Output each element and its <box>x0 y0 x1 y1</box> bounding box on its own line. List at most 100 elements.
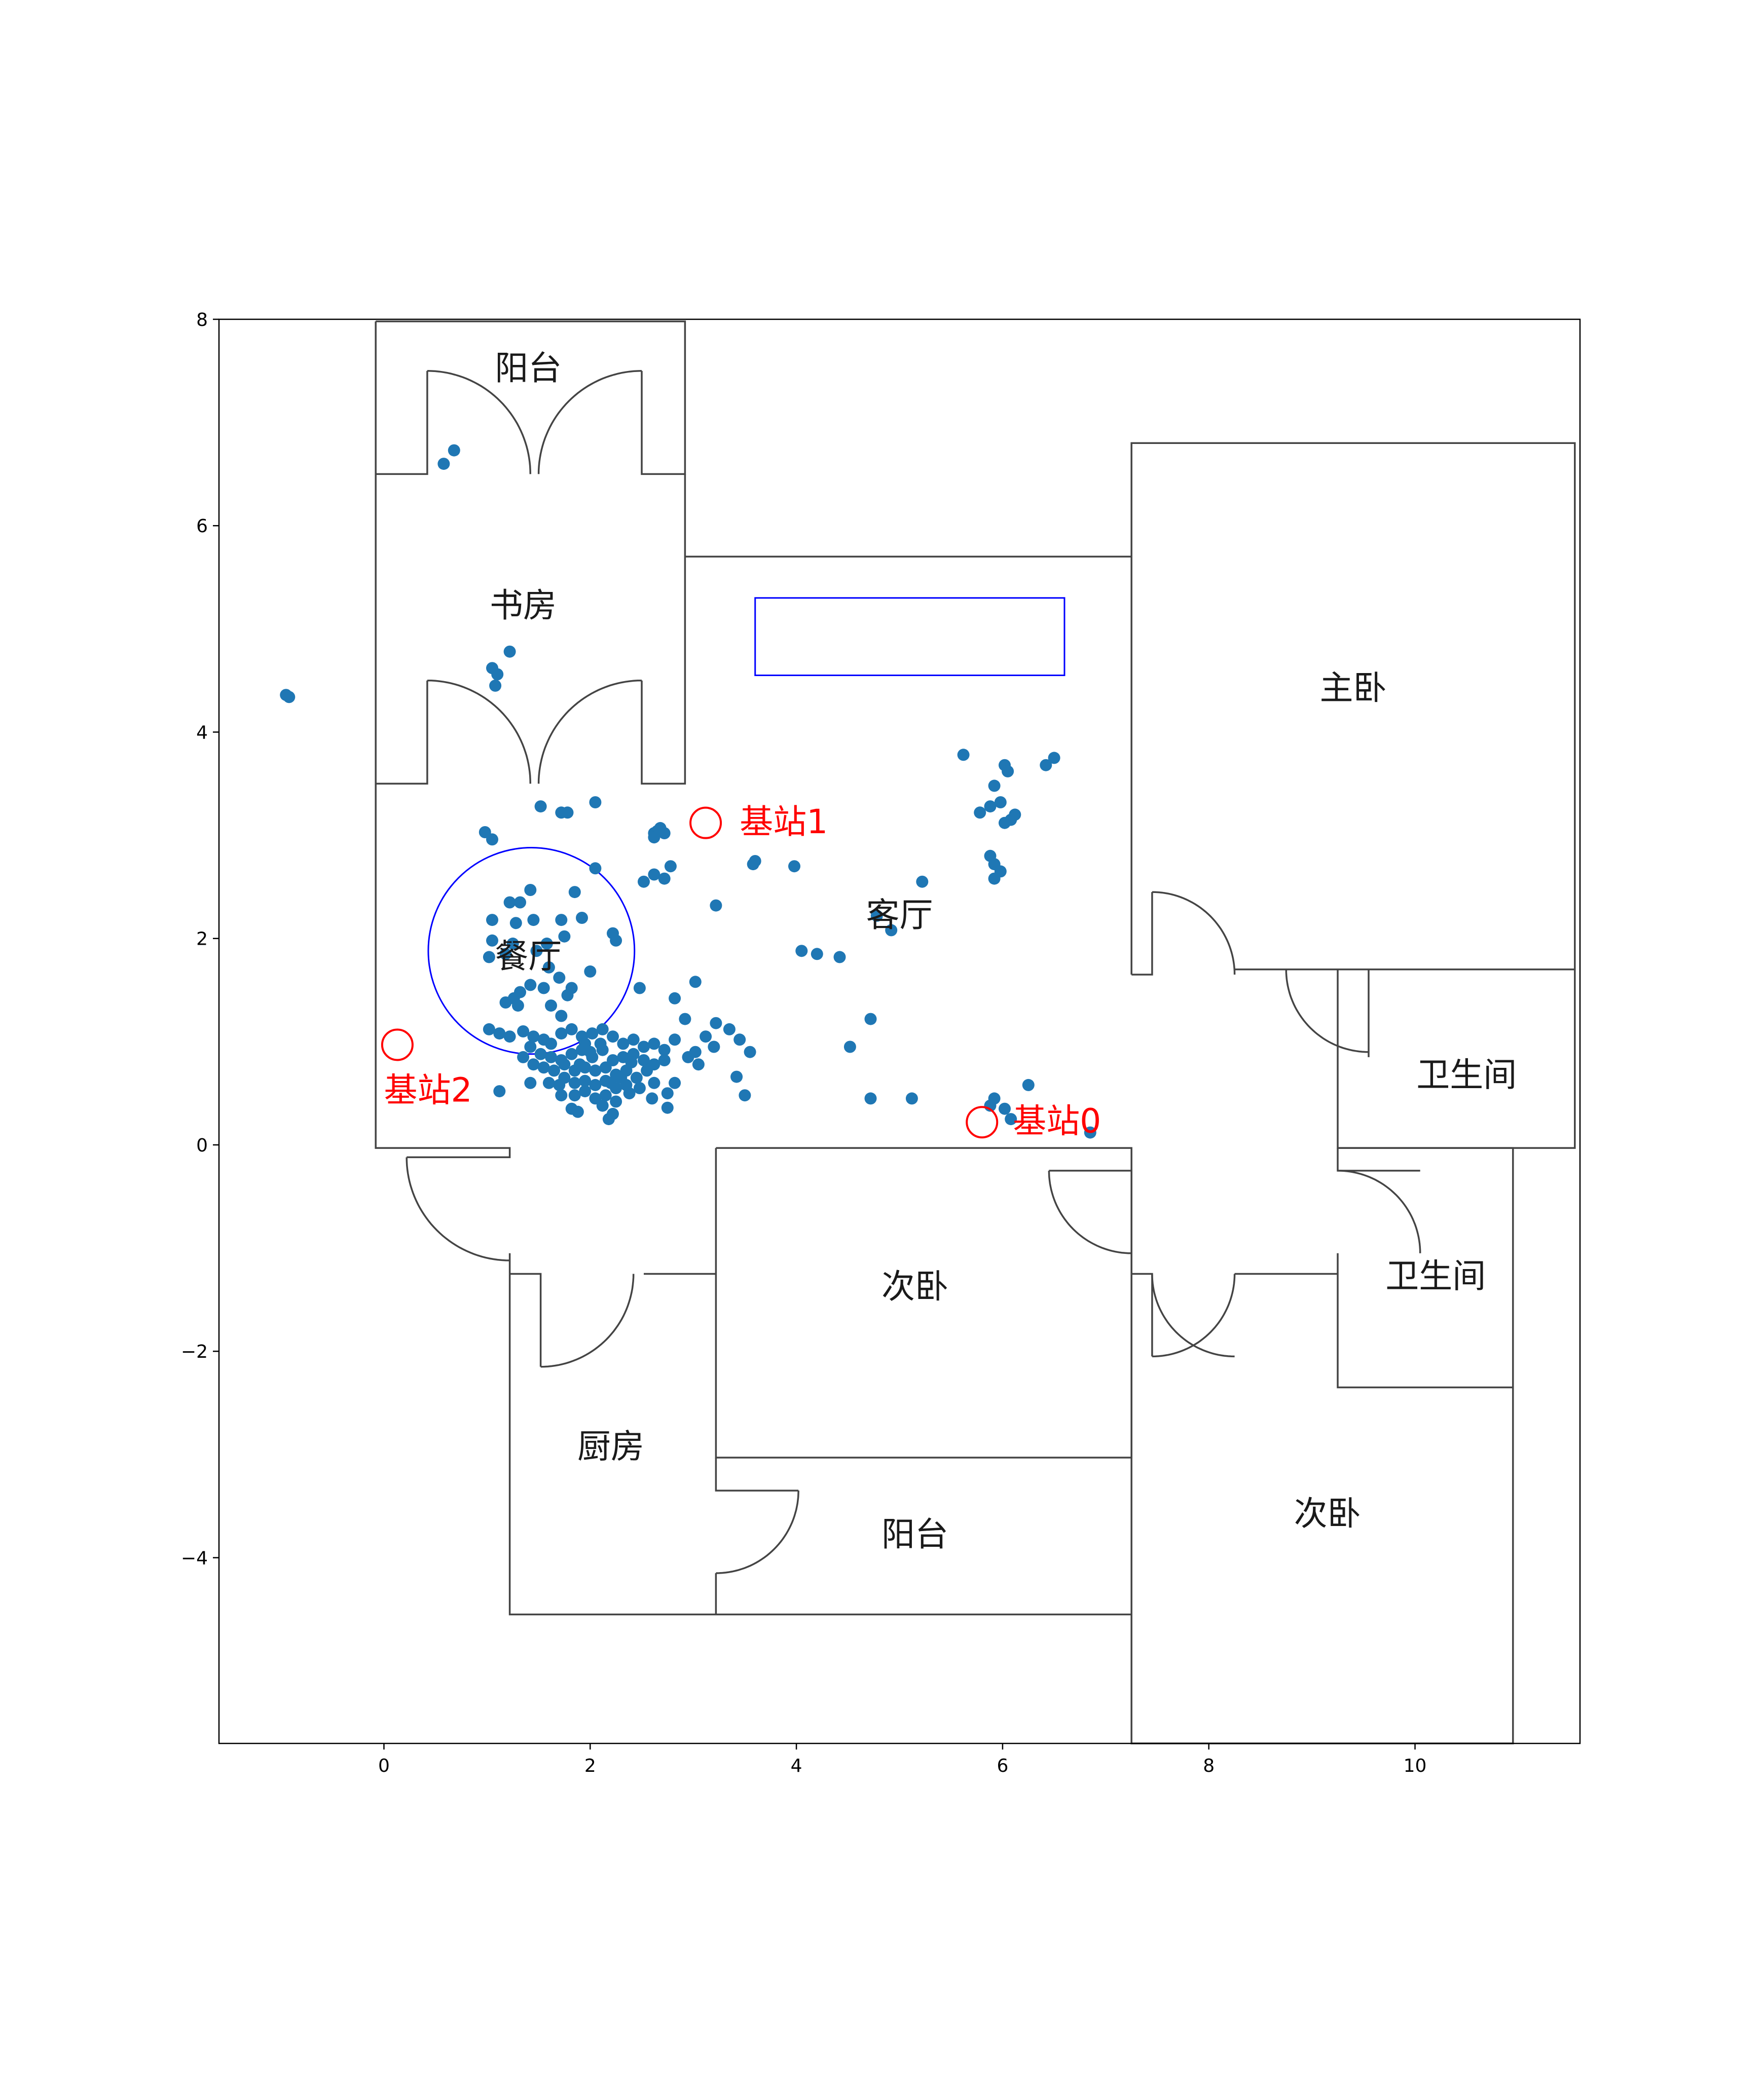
scatter-point <box>788 860 800 873</box>
scatter-point <box>605 1076 617 1089</box>
scatter-point <box>514 896 526 909</box>
scatter-point <box>586 1027 599 1040</box>
wall-segment <box>375 474 428 785</box>
door-arc <box>406 1157 510 1261</box>
scatter-point <box>527 1058 540 1071</box>
scatter-point <box>710 899 722 912</box>
scatter-point <box>658 827 671 839</box>
scatter-point <box>542 1076 555 1089</box>
scatter-point <box>509 917 522 929</box>
scatter-point <box>1002 765 1014 777</box>
scatter-point <box>589 1064 602 1077</box>
wall-segment <box>715 1458 799 1492</box>
room-label: 阳台 <box>881 1515 948 1554</box>
scatter-point <box>589 862 602 875</box>
scatter-point <box>648 1076 660 1089</box>
scatter-point <box>561 989 574 1001</box>
scatter-point <box>648 868 660 881</box>
scatter-point <box>437 458 450 470</box>
room-label: 卫生间 <box>1385 1257 1486 1296</box>
scatter-point <box>638 1054 650 1066</box>
scatter-point <box>607 1030 619 1043</box>
room-label: 餐厅 <box>495 937 562 976</box>
y-tick-label: 8 <box>196 310 208 330</box>
base-station-label: 基站2 <box>384 1070 472 1109</box>
scatter-point <box>744 1046 756 1058</box>
scatter-point <box>795 945 808 957</box>
scatter-point <box>527 1030 540 1043</box>
scatter-point <box>630 1071 643 1084</box>
y-tick-label: 0 <box>196 1135 208 1156</box>
scatter-point <box>689 976 702 988</box>
scatter-point <box>524 1040 537 1053</box>
room-label: 次卧 <box>881 1267 948 1306</box>
scatter-point <box>517 1051 530 1063</box>
room-label: 书房 <box>490 586 557 625</box>
scatter-point <box>870 909 883 922</box>
scatter-point <box>648 831 660 844</box>
scatter-point <box>530 945 543 957</box>
door-arcs <box>406 370 1421 1574</box>
scatter-point <box>749 855 761 867</box>
wall-segment <box>375 784 511 1159</box>
scatter-point <box>625 1056 638 1069</box>
scatter-point <box>594 1037 607 1050</box>
scatter-point <box>669 1076 681 1089</box>
base-stations: 基站0 基站1 基站2 <box>381 802 1101 1141</box>
scatter-point <box>988 779 1001 792</box>
scatter-point <box>537 982 550 994</box>
scatter-point <box>568 886 581 899</box>
scatter-point <box>885 924 898 937</box>
scatter-point <box>610 934 622 947</box>
scatter-point <box>545 1037 557 1050</box>
door-arc <box>537 370 642 474</box>
scatter-point <box>534 1048 547 1060</box>
door-arc <box>1152 891 1236 975</box>
scatter-point <box>599 1061 612 1074</box>
scatter-point <box>568 1076 581 1089</box>
scatter-point <box>503 1030 516 1043</box>
scatter-point <box>599 1089 612 1102</box>
scatter-point <box>584 965 597 978</box>
scatter-point <box>448 444 460 457</box>
scatter-point <box>524 1076 537 1089</box>
scatter-point <box>1022 1078 1035 1091</box>
scatter-point <box>486 833 498 846</box>
tv-area-rectangle <box>754 597 1065 676</box>
scatter-point <box>957 749 970 761</box>
scatter-points <box>280 444 1096 1139</box>
x-tick-label: 10 <box>1404 1756 1427 1776</box>
scatter-point <box>565 1023 578 1035</box>
scatter-point <box>545 1051 557 1063</box>
base-station-label: 基站1 <box>740 802 828 841</box>
scatter-point <box>710 1017 722 1029</box>
x-tick-label: 4 <box>791 1756 802 1776</box>
scatter-point <box>1040 759 1052 771</box>
scatter-point <box>864 1092 877 1105</box>
scatter-point <box>999 1102 1011 1115</box>
room-label: 阳台 <box>495 349 562 388</box>
scatter-point <box>689 1046 702 1058</box>
base-station-marker <box>966 1106 999 1139</box>
scatter-point <box>739 1089 751 1102</box>
scatter-point <box>905 1092 918 1105</box>
scatter-point <box>730 1070 743 1083</box>
wall-segment <box>508 1253 1132 1616</box>
wall-segment <box>1130 1170 1514 1744</box>
scatter-point <box>811 948 823 960</box>
scatter-point <box>661 1101 674 1114</box>
scatter-point <box>584 1046 597 1058</box>
y-tick-label: 2 <box>196 929 208 950</box>
scatter-point <box>503 896 516 909</box>
door-arc <box>537 679 642 784</box>
scatter-point <box>589 1078 602 1091</box>
y-tick-label: 4 <box>196 722 208 743</box>
scatter-point <box>596 1099 609 1112</box>
scatter-point <box>661 1087 674 1100</box>
scatter-point <box>833 951 846 963</box>
door-arc <box>427 370 532 474</box>
scatter-point <box>524 979 537 991</box>
room-label: 厨房 <box>577 1427 644 1466</box>
axis-ticks: 0 2 4 6 8 10 −4 −2 0 2 4 6 8 <box>181 310 1427 1776</box>
